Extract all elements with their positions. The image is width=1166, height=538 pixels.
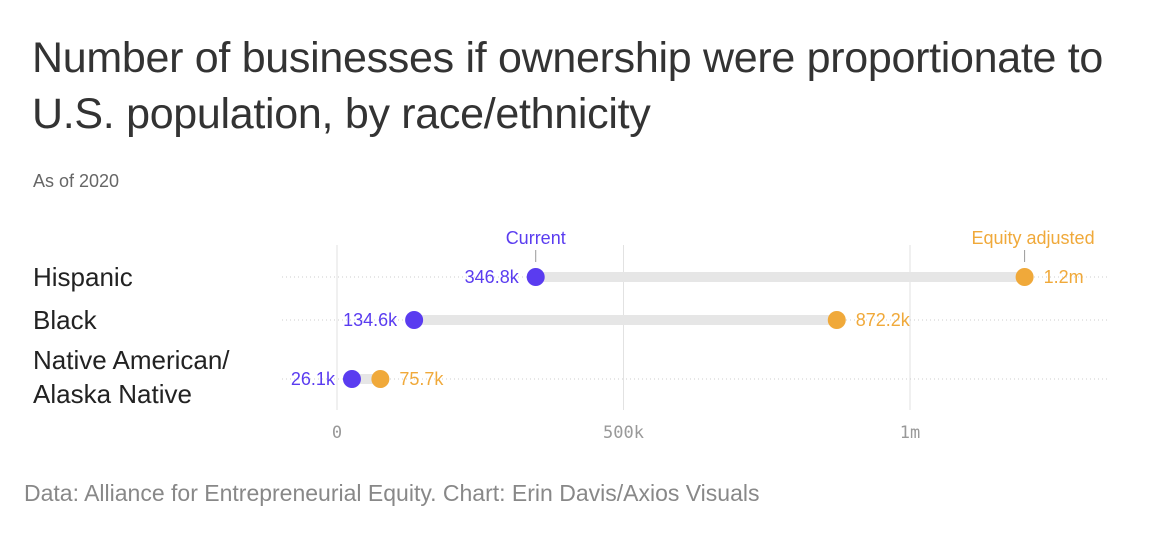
chart-subtitle: As of 2020 [33, 171, 120, 191]
equity-point [1015, 268, 1034, 286]
chart-title: Number of businesses if ownership were p… [32, 34, 1104, 138]
equity-value-label: 872.2k [856, 310, 911, 330]
equity-value-label: 75.7k [399, 369, 444, 389]
source-note: Data: Alliance for Entrepreneurial Equit… [24, 480, 760, 506]
current-value-label: 134.6k [343, 310, 398, 330]
current-value-label: 346.8k [465, 267, 520, 287]
current-point [405, 311, 424, 329]
current-point [342, 370, 361, 388]
current-value-label: 26.1k [291, 369, 336, 389]
category-label: Alaska Native [33, 379, 192, 409]
x-tick-label: 0 [332, 423, 342, 443]
x-tick-label: 1m [900, 423, 920, 443]
category-label: Native American/ [33, 345, 230, 375]
dumbbell-chart: 0 500k 1m Hispanic Black Native American/Alas… [33, 228, 1108, 443]
legend-equity: Equity adjusted [972, 228, 1095, 248]
current-point [526, 268, 545, 286]
category-label: Hispanic [33, 262, 133, 292]
category-label: Black [33, 305, 98, 335]
equity-value-label: 1.2m [1044, 267, 1084, 287]
x-tick-label: 500k [603, 423, 644, 443]
legend-current: Current [506, 228, 566, 248]
equity-point [371, 370, 390, 388]
equity-point [827, 311, 846, 329]
